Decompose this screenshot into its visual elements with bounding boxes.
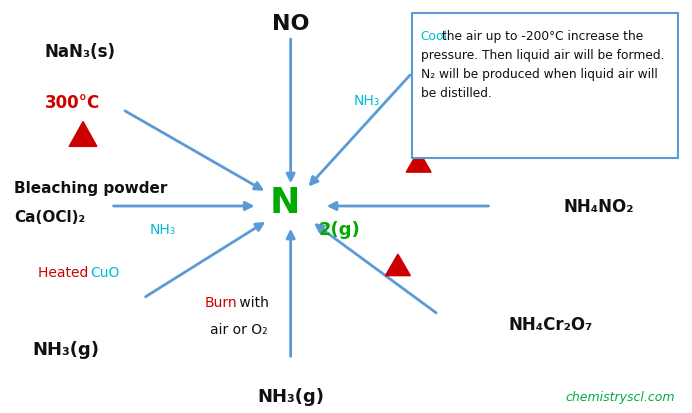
Text: Heated: Heated xyxy=(38,266,93,280)
Polygon shape xyxy=(406,151,431,173)
Text: NH₃(g): NH₃(g) xyxy=(257,387,324,406)
Text: NH₃: NH₃ xyxy=(354,94,380,108)
Text: NH₄NO₂: NH₄NO₂ xyxy=(564,197,635,216)
Text: CuO: CuO xyxy=(90,266,119,280)
Text: be distilled.: be distilled. xyxy=(421,87,491,100)
Polygon shape xyxy=(385,254,410,276)
Text: the air up to -200°C increase the: the air up to -200°C increase the xyxy=(438,30,643,43)
Text: NH₃: NH₃ xyxy=(149,222,176,236)
Text: N: N xyxy=(270,185,300,219)
Polygon shape xyxy=(69,122,97,147)
Text: NaN₃(s): NaN₃(s) xyxy=(45,43,116,61)
Text: N₂ will be produced when liquid air will: N₂ will be produced when liquid air will xyxy=(421,68,657,81)
Text: Bleaching powder: Bleaching powder xyxy=(14,180,167,195)
Text: Burn: Burn xyxy=(204,295,237,309)
Text: 300°C: 300°C xyxy=(45,94,100,112)
Text: air or O₂: air or O₂ xyxy=(210,322,267,336)
Text: chemistryscl.com: chemistryscl.com xyxy=(565,390,675,403)
Text: with: with xyxy=(235,295,268,309)
Text: NH₃(g): NH₃(g) xyxy=(33,340,99,358)
Text: 2(g): 2(g) xyxy=(318,221,360,239)
Text: pressure. Then liquid air will be formed.: pressure. Then liquid air will be formed… xyxy=(421,49,664,62)
Text: NO: NO xyxy=(272,14,309,34)
Text: Ca(OCl)₂: Ca(OCl)₂ xyxy=(14,209,85,224)
Text: Cool: Cool xyxy=(421,30,448,43)
FancyBboxPatch shape xyxy=(412,14,678,159)
Text: NH₄Cr₂O₇: NH₄Cr₂O₇ xyxy=(509,315,593,333)
